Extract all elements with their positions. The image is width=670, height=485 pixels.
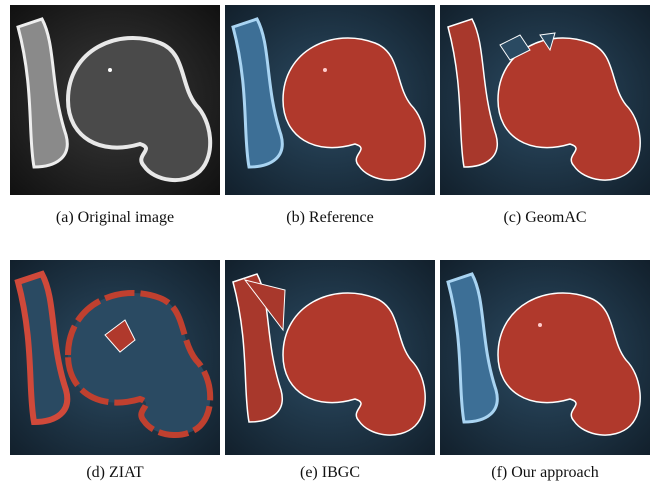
caption: (b) Reference xyxy=(286,209,374,226)
panel-d xyxy=(10,260,220,455)
figure: (a) Original image (b) Reference (c) Geo… xyxy=(0,0,670,485)
caption: (e) IBGC xyxy=(300,464,360,481)
caption: (d) ZIAT xyxy=(86,464,144,481)
panel-f xyxy=(440,260,650,455)
caption: (f) Our approach xyxy=(491,464,599,481)
caption: (c) GeomAC xyxy=(503,209,586,226)
caption: (a) Original image xyxy=(56,209,174,226)
panel-e xyxy=(225,260,435,455)
panel-c xyxy=(440,5,650,195)
page: (a) Original image (b) Reference (c) Geo… xyxy=(0,0,670,485)
panel-b xyxy=(225,5,435,195)
panel-a xyxy=(10,5,220,195)
